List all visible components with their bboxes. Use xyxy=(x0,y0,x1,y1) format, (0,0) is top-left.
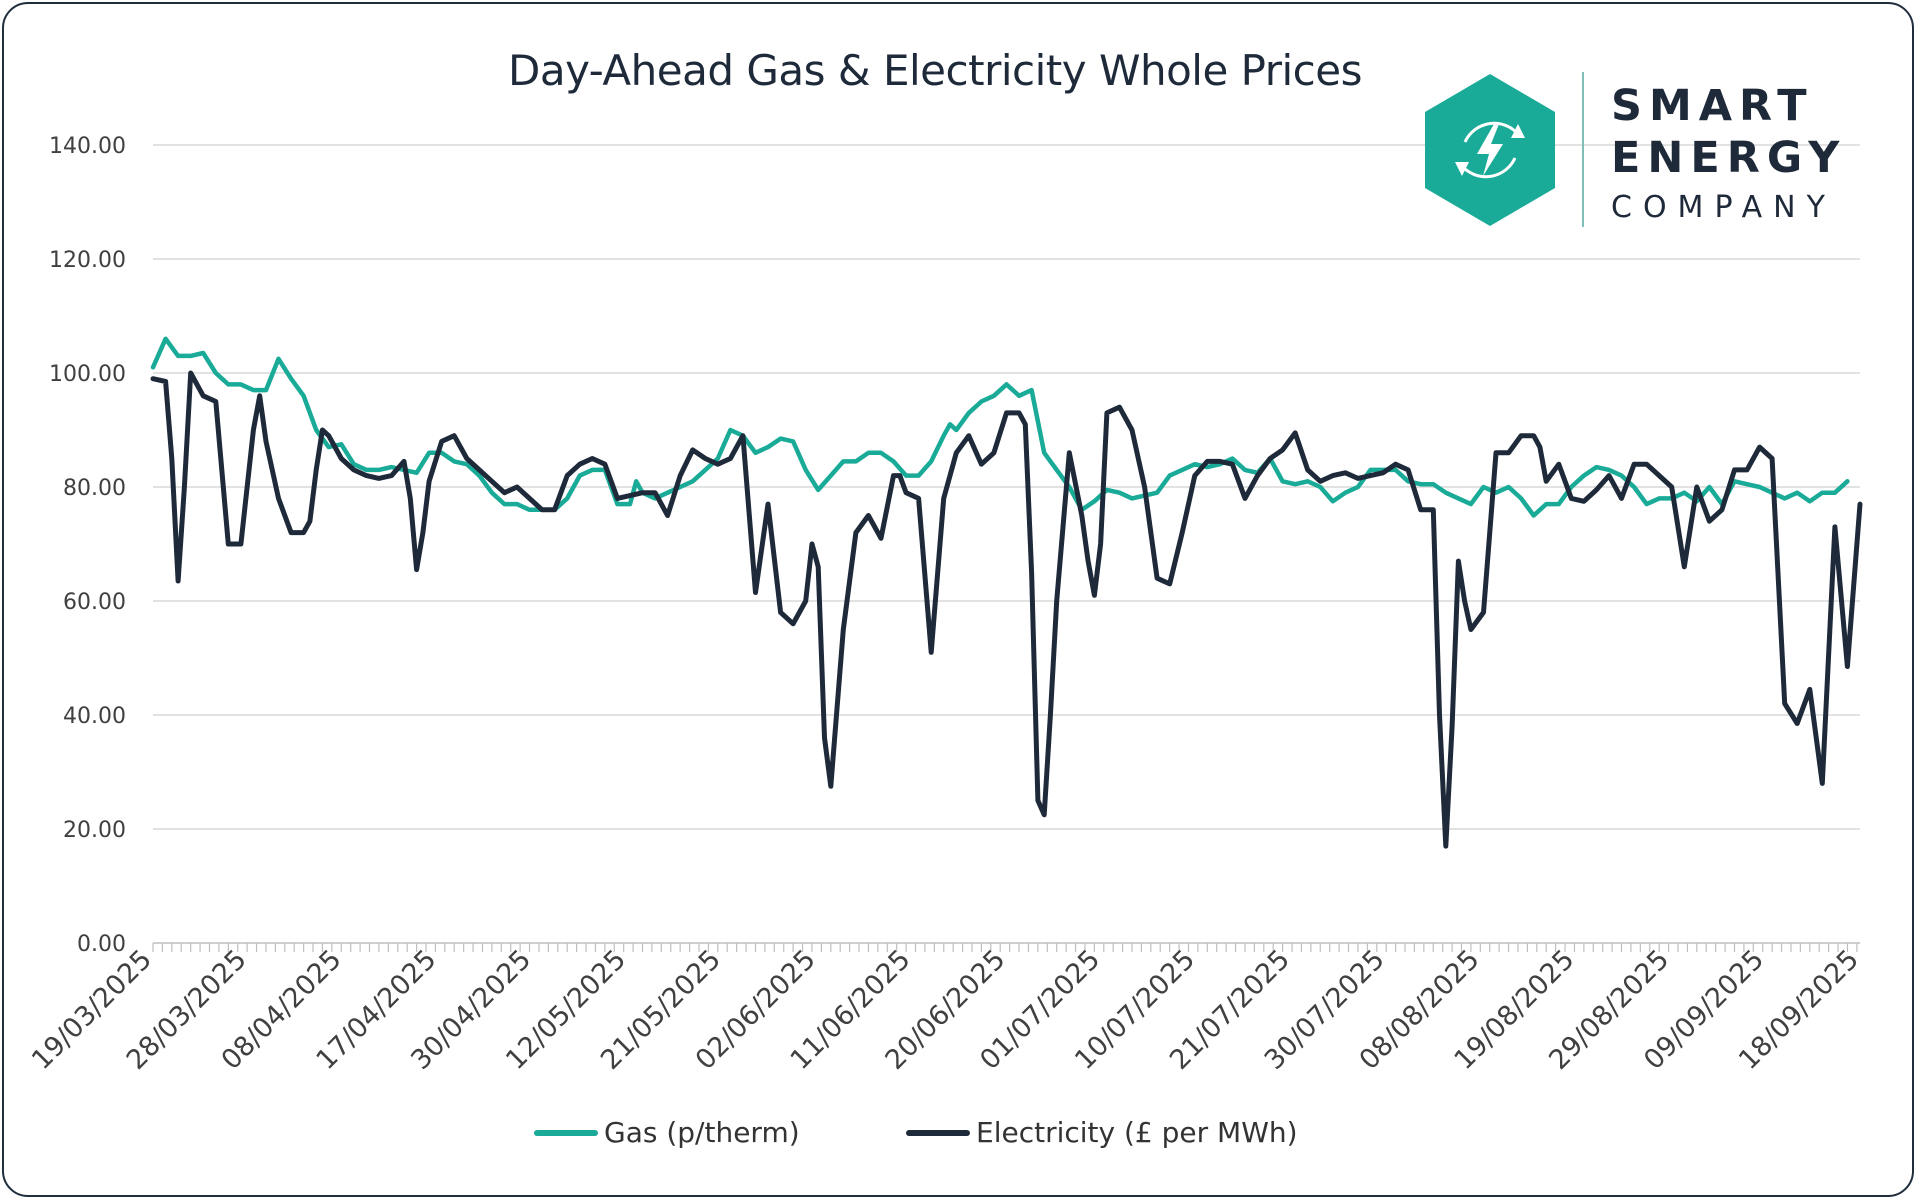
y-tick-label: 120.00 xyxy=(49,248,126,273)
y-tick-label: 20.00 xyxy=(63,818,126,843)
y-tick-label: 80.00 xyxy=(63,476,126,501)
brand-logo: SMART ENERGY COMPANY xyxy=(1415,72,1855,232)
legend-item-gas: Gas (p/therm) xyxy=(534,1116,800,1149)
y-tick-label: 60.00 xyxy=(63,590,126,615)
logo-divider xyxy=(1582,72,1584,227)
logo-wordmark: SMART ENERGY COMPANY xyxy=(1611,80,1846,228)
legend-swatch-gas xyxy=(534,1129,598,1136)
logo-line-company: COMPANY xyxy=(1611,190,1836,225)
legend-label-electricity: Electricity (£ per MWh) xyxy=(976,1116,1298,1149)
chart-legend: Gas (p/therm) Electricity (£ per MWh) xyxy=(0,1116,1920,1156)
y-tick-label: 100.00 xyxy=(49,362,126,387)
y-tick-label: 40.00 xyxy=(63,704,126,729)
legend-item-electricity: Electricity (£ per MWh) xyxy=(906,1116,1298,1149)
legend-label-gas: Gas (p/therm) xyxy=(604,1116,800,1149)
chart-title: Day-Ahead Gas & Electricity Whole Prices xyxy=(507,46,1363,95)
legend-swatch-electricity xyxy=(906,1129,970,1136)
logo-line-energy: ENERGY xyxy=(1611,133,1847,183)
y-tick-label: 0.00 xyxy=(77,932,126,957)
series-line-electricity xyxy=(150,370,1863,849)
lightning-hexagon-icon xyxy=(1425,74,1555,226)
logo-line-smart: SMART xyxy=(1611,81,1814,131)
y-tick-label: 140.00 xyxy=(49,134,126,159)
